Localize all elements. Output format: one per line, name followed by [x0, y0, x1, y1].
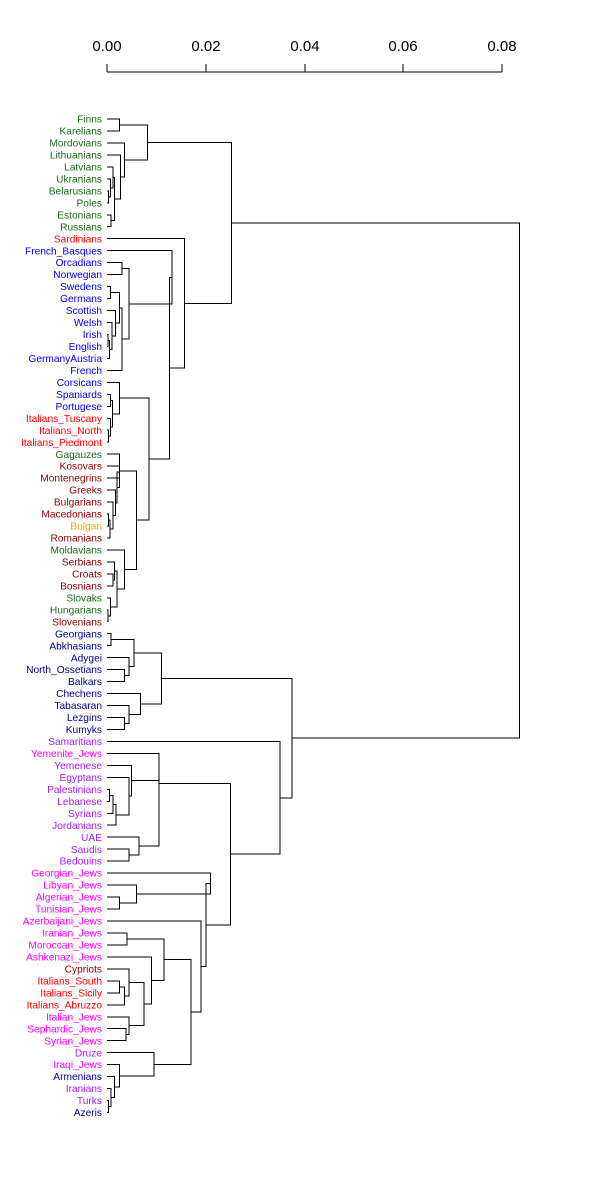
axis-tick-label: 0.08	[487, 38, 516, 55]
leaf-label: Belarusians	[49, 186, 102, 197]
leaf-label: Bulgarians	[54, 498, 102, 509]
leaf-labels: FinnsKareliansMordoviansLithuaniansLatvi…	[21, 115, 103, 1120]
leaf-label: Samaritians	[48, 737, 102, 748]
leaf-label: Italians_North	[39, 426, 102, 437]
leaf-label: Italians_South	[37, 976, 102, 987]
dendrogram-branches	[107, 118, 520, 1114]
leaf-label: Swedens	[60, 282, 102, 293]
leaf-label: Russians	[60, 222, 102, 233]
leaf-label: Abkhasians	[49, 641, 102, 652]
leaf-label: Kosovars	[60, 462, 102, 473]
leaf-label: Montenegrins	[40, 474, 102, 485]
leaf-label: GermanyAustria	[28, 354, 102, 365]
leaf-label: Chechens	[56, 689, 102, 700]
leaf-label: Cypriots	[65, 964, 102, 975]
leaf-label: Ukranians	[56, 174, 102, 185]
leaf-label: Iraqi_Jews	[53, 1060, 102, 1071]
leaf-label: Iranian_Jews	[42, 929, 102, 940]
leaf-label: Slovaks	[66, 593, 102, 604]
leaf-label: Finns	[77, 115, 102, 126]
leaf-label: Balkars	[68, 677, 102, 688]
x-axis: 0.00 0.02 0.04 0.06 0.08	[92, 38, 517, 73]
leaf-label: Algerian_Jews	[36, 893, 102, 904]
leaf-label: Orcadians	[56, 258, 102, 269]
leaf-label: Norwegian	[53, 270, 102, 281]
leaf-label: Druze	[75, 1048, 103, 1059]
leaf-label: Azerbaijani_Jews	[23, 917, 102, 928]
leaf-label: Karelians	[60, 127, 102, 138]
leaf-label: Jordanians	[52, 821, 102, 832]
leaf-label: French	[70, 366, 102, 377]
leaf-label: Croats	[72, 569, 102, 580]
leaf-label: Adygei	[71, 653, 102, 664]
leaf-label: Bosnians	[60, 581, 102, 592]
axis-tick-label: 0.06	[388, 38, 417, 55]
leaf-label: Bedouins	[60, 857, 102, 868]
leaf-label: Lezgins	[67, 713, 102, 724]
leaf-label: Scottish	[66, 306, 102, 317]
leaf-label: Italians_Tuscany	[26, 414, 103, 425]
leaf-label: Latvians	[64, 162, 102, 173]
leaf-label: Sardinians	[54, 234, 102, 245]
leaf-label: Romanians	[50, 534, 102, 545]
leaf-label: Greeks	[69, 486, 102, 497]
leaf-label: North_Ossetians	[26, 665, 102, 676]
leaf-label: Serbians	[62, 557, 102, 568]
leaf-label: Tabasaran	[54, 701, 102, 712]
leaf-label: Georgians	[55, 629, 102, 640]
axis-tick-label: 0.00	[92, 38, 121, 55]
axis-tick-label: 0.04	[290, 38, 319, 55]
leaf-label: Portugese	[56, 402, 103, 413]
leaf-label: Gagauzes	[56, 450, 102, 461]
leaf-label: Iranians	[66, 1084, 102, 1095]
leaf-label: Azeris	[74, 1108, 102, 1119]
leaf-label: English	[69, 342, 102, 353]
leaf-label: Palestinians	[47, 785, 102, 796]
leaf-label: Lebanese	[57, 797, 102, 808]
leaf-label: UAE	[81, 833, 102, 844]
leaf-label: Yemenese	[54, 761, 102, 772]
leaf-label: Bulgari	[70, 522, 102, 533]
branch-lines	[107, 118, 520, 1114]
leaf-label: Lithuanians	[50, 151, 102, 162]
axis-tick-label: 0.02	[191, 38, 220, 55]
leaf-label: Syrian_Jews	[44, 1036, 102, 1047]
leaf-label: Turks	[77, 1096, 102, 1107]
leaf-label: Kumyks	[66, 725, 102, 736]
leaf-label: Mordovians	[49, 139, 102, 150]
leaf-label: Spaniards	[56, 390, 102, 401]
leaf-label: Syrians	[68, 809, 102, 820]
leaf-label: Estonians	[57, 210, 102, 221]
leaf-label: Yemenite_Jews	[31, 749, 102, 760]
leaf-label: French_Basques	[25, 246, 102, 257]
leaf-label: Moldavians	[50, 546, 102, 557]
leaf-label: Germans	[60, 294, 102, 305]
leaf-label: Hungarians	[50, 605, 102, 616]
leaf-label: Tunisian_Jews	[35, 905, 102, 916]
leaf-label: Italian_Jews	[46, 1012, 102, 1023]
leaf-label: Saudis	[71, 845, 102, 856]
leaf-label: Corsicans	[57, 378, 102, 389]
leaf-label: Welsh	[74, 318, 102, 329]
leaf-label: Poles	[77, 198, 102, 209]
leaf-label: Georgian_Jews	[31, 869, 102, 880]
leaf-label: Macedonians	[41, 510, 102, 521]
leaf-label: Slovenians	[52, 617, 102, 628]
leaf-label: Italians_Sicily	[40, 988, 103, 999]
leaf-label: Egyptans	[60, 773, 102, 784]
leaf-label: Armenians	[53, 1072, 102, 1083]
leaf-label: Italians_Abruzzo	[27, 1000, 103, 1011]
leaf-label: Sephardic_Jews	[27, 1024, 102, 1035]
leaf-label: Italians_Piedmont	[21, 438, 102, 449]
leaf-label: Irish	[83, 330, 102, 341]
leaf-label: Ashkenazi_Jews	[26, 953, 102, 964]
leaf-label: Moroccan_Jews	[28, 941, 102, 952]
leaf-label: Libyan_Jews	[43, 881, 102, 892]
